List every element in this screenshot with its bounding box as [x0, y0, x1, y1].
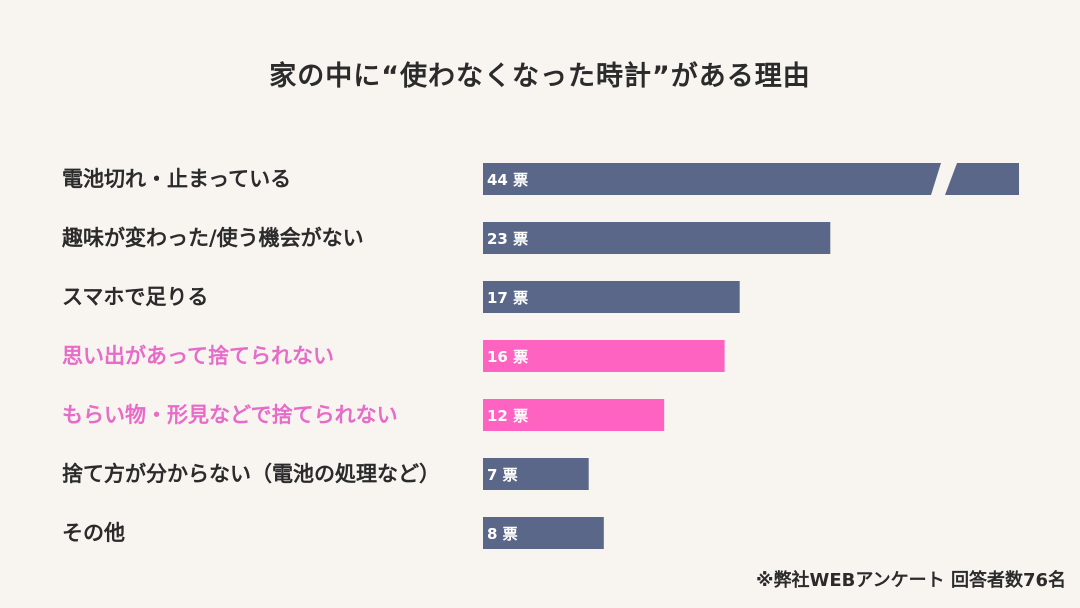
- category-label-2: 趣味が変わった/使う機会がない: [61, 226, 364, 250]
- bar-1: [483, 163, 941, 195]
- value-label-7: 8 票: [487, 525, 518, 543]
- value-label-5: 12 票: [487, 407, 528, 425]
- value-label-2: 23 票: [487, 230, 528, 248]
- value-label-1: 44 票: [487, 171, 528, 189]
- category-label-6: 捨て方が分からない（電池の処理など）: [62, 462, 440, 486]
- bar-3: [483, 281, 740, 313]
- bar-5: [483, 399, 665, 431]
- survey-footnote: ※弊社WEBアンケート 回答者数76名: [756, 570, 1066, 591]
- bar-7: [483, 517, 604, 549]
- chart-title: 家の中に“使わなくなった時計”がある理由: [269, 61, 811, 92]
- value-label-6: 7 票: [487, 466, 518, 484]
- value-label-3: 17 票: [487, 289, 528, 307]
- value-label-4: 16 票: [487, 348, 528, 366]
- category-label-5: もらい物・形見などで捨てられない: [62, 403, 398, 427]
- category-label-7: その他: [62, 521, 125, 545]
- bar-2: [483, 222, 831, 254]
- bar-1-continued: [945, 163, 1019, 195]
- category-label-3: スマホで足りる: [62, 285, 208, 309]
- category-label-1: 電池切れ・止まっている: [62, 167, 291, 191]
- category-label-4: 思い出があって捨てられない: [62, 344, 334, 368]
- bar-6: [483, 458, 589, 490]
- bar-4: [483, 340, 725, 372]
